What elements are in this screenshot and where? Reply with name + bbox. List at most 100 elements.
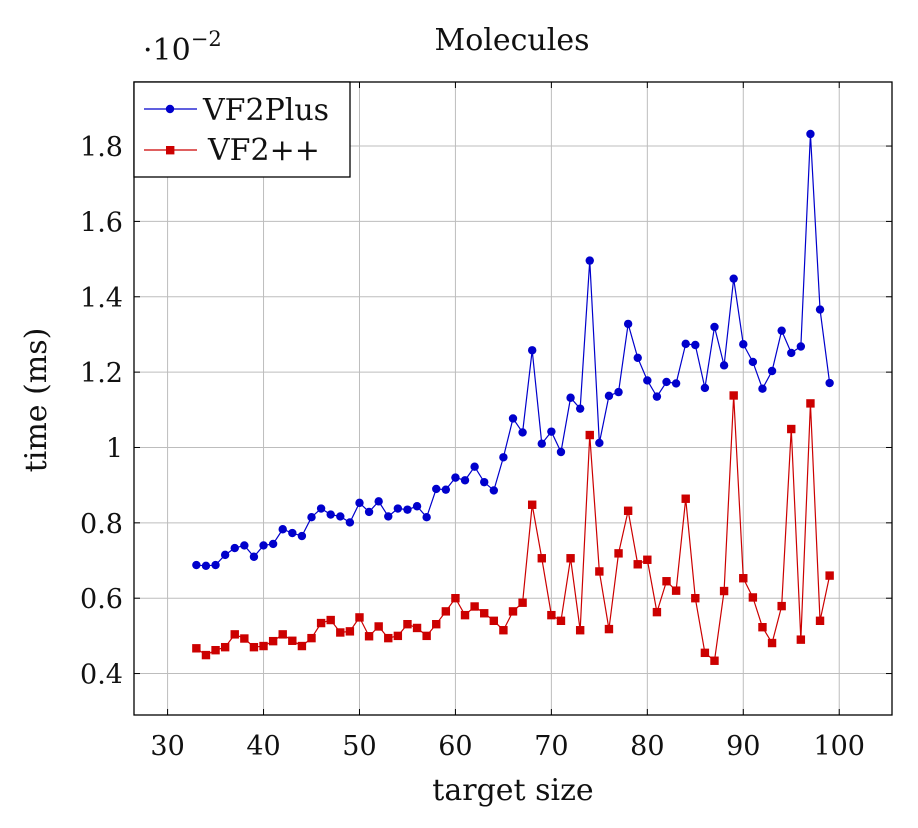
data-point-vf2pp [595, 567, 604, 576]
data-point-vf2plus [806, 129, 815, 139]
data-point-vf2pp [652, 607, 662, 617]
data-point-vf2pp [796, 635, 806, 644]
y-tick-label: 1 [106, 433, 123, 464]
data-point-vf2plus [767, 366, 777, 376]
data-point-vf2pp [729, 391, 738, 400]
data-point-vf2pp [249, 642, 259, 652]
data-point-vf2plus [374, 497, 383, 506]
plot-frame [133, 81, 893, 716]
legend-label-vf2plus: VF2Plus [202, 93, 329, 128]
data-point-vf2pp [691, 593, 700, 603]
data-point-vf2plus [633, 353, 642, 363]
y-tick-label: 1.2 [80, 358, 123, 389]
data-point-vf2plus [796, 342, 806, 351]
data-point-vf2plus [681, 339, 690, 349]
x-tick-label: 30 [150, 731, 184, 762]
y-tick-label: 1.6 [80, 207, 123, 238]
data-point-vf2plus [240, 541, 249, 550]
data-point-vf2pp [403, 619, 412, 629]
data-point-vf2pp [537, 554, 546, 563]
data-point-vf2plus [499, 453, 508, 462]
data-point-vf2plus [662, 377, 671, 387]
x-axis-label: target size [432, 773, 593, 808]
data-point-vf2plus [364, 507, 374, 517]
data-point-vf2plus [537, 439, 546, 448]
data-point-vf2pp [259, 641, 268, 651]
data-point-vf2plus [268, 539, 278, 549]
data-point-vf2pp [230, 630, 239, 639]
data-point-vf2pp [614, 549, 623, 558]
data-point-vf2plus [614, 387, 623, 397]
data-point-vf2plus [316, 504, 326, 513]
grid-lines [134, 82, 892, 715]
data-point-vf2plus [623, 319, 633, 329]
data-point-vf2plus [748, 357, 758, 367]
data-point-vf2pp [633, 560, 642, 569]
data-point-vf2pp [470, 602, 479, 611]
legend-marker-vf2plus [165, 104, 175, 114]
data-point-vf2plus [566, 393, 575, 402]
data-point-vf2pp [384, 633, 393, 643]
data-point-vf2plus [460, 476, 470, 485]
x-tick-label: 50 [342, 731, 376, 762]
data-point-vf2pp [681, 494, 690, 503]
y-tick-label: 0.6 [80, 584, 123, 615]
data-point-vf2pp [192, 644, 201, 653]
y-tick-label: 1.8 [80, 132, 123, 163]
legend-box [133, 81, 351, 178]
data-point-vf2pp [393, 631, 403, 641]
data-point-vf2pp [662, 577, 671, 586]
x-tick-label: 90 [726, 731, 760, 762]
series-vf2pp [192, 391, 834, 665]
data-point-vf2plus [412, 502, 422, 511]
data-point-vf2pp [547, 610, 556, 620]
data-point-vf2plus [643, 376, 652, 385]
scale-factor-exponent: −2 [191, 27, 222, 51]
data-point-vf2plus [787, 348, 796, 358]
data-point-vf2plus [671, 379, 681, 388]
data-point-vf2pp [480, 609, 489, 618]
data-point-vf2pp [374, 622, 383, 631]
data-point-vf2pp [623, 506, 633, 515]
data-point-vf2plus [307, 512, 316, 522]
data-point-vf2plus [652, 392, 662, 401]
y-tick-label: 0.8 [80, 509, 123, 540]
data-point-vf2plus [259, 541, 268, 550]
data-point-vf2plus [691, 340, 700, 350]
data-point-vf2pp [278, 630, 287, 639]
data-point-vf2pp [748, 593, 758, 602]
y-tick-label: 0.4 [80, 660, 123, 691]
data-point-vf2pp [815, 616, 825, 626]
data-point-vf2plus [384, 512, 393, 521]
series-line-vf2pp [196, 395, 831, 662]
data-point-vf2pp [441, 607, 451, 616]
data-point-vf2plus [547, 427, 556, 436]
data-point-vf2plus [432, 484, 441, 494]
data-point-vf2pp [220, 642, 230, 652]
data-point-vf2plus [739, 340, 748, 349]
data-point-vf2pp [288, 636, 297, 645]
data-point-vf2plus [220, 550, 230, 560]
data-point-vf2pp [758, 623, 767, 632]
data-point-vf2pp [719, 586, 729, 596]
legend-marker-vf2pp [166, 146, 175, 155]
x-tick-label: 40 [246, 731, 280, 762]
data-point-vf2pp [355, 613, 364, 622]
data-point-vf2pp [364, 632, 374, 641]
data-point-vf2pp [451, 593, 460, 603]
data-point-vf2plus [556, 447, 566, 457]
data-point-vf2pp [297, 641, 307, 651]
data-point-vf2pp [787, 424, 796, 434]
data-point-vf2pp [604, 624, 614, 634]
data-point-vf2plus [585, 256, 594, 265]
data-point-vf2plus [508, 414, 518, 423]
data-point-vf2plus [288, 528, 297, 538]
series-line-vf2plus [196, 133, 831, 567]
data-point-vf2pp [240, 634, 249, 643]
data-point-vf2plus [326, 510, 335, 519]
data-point-vf2plus [249, 552, 259, 561]
data-point-vf2pp [643, 555, 652, 564]
scale-factor: ·10−2 [143, 27, 222, 68]
data-point-vf2pp [211, 645, 220, 655]
data-point-vf2pp [777, 601, 786, 611]
